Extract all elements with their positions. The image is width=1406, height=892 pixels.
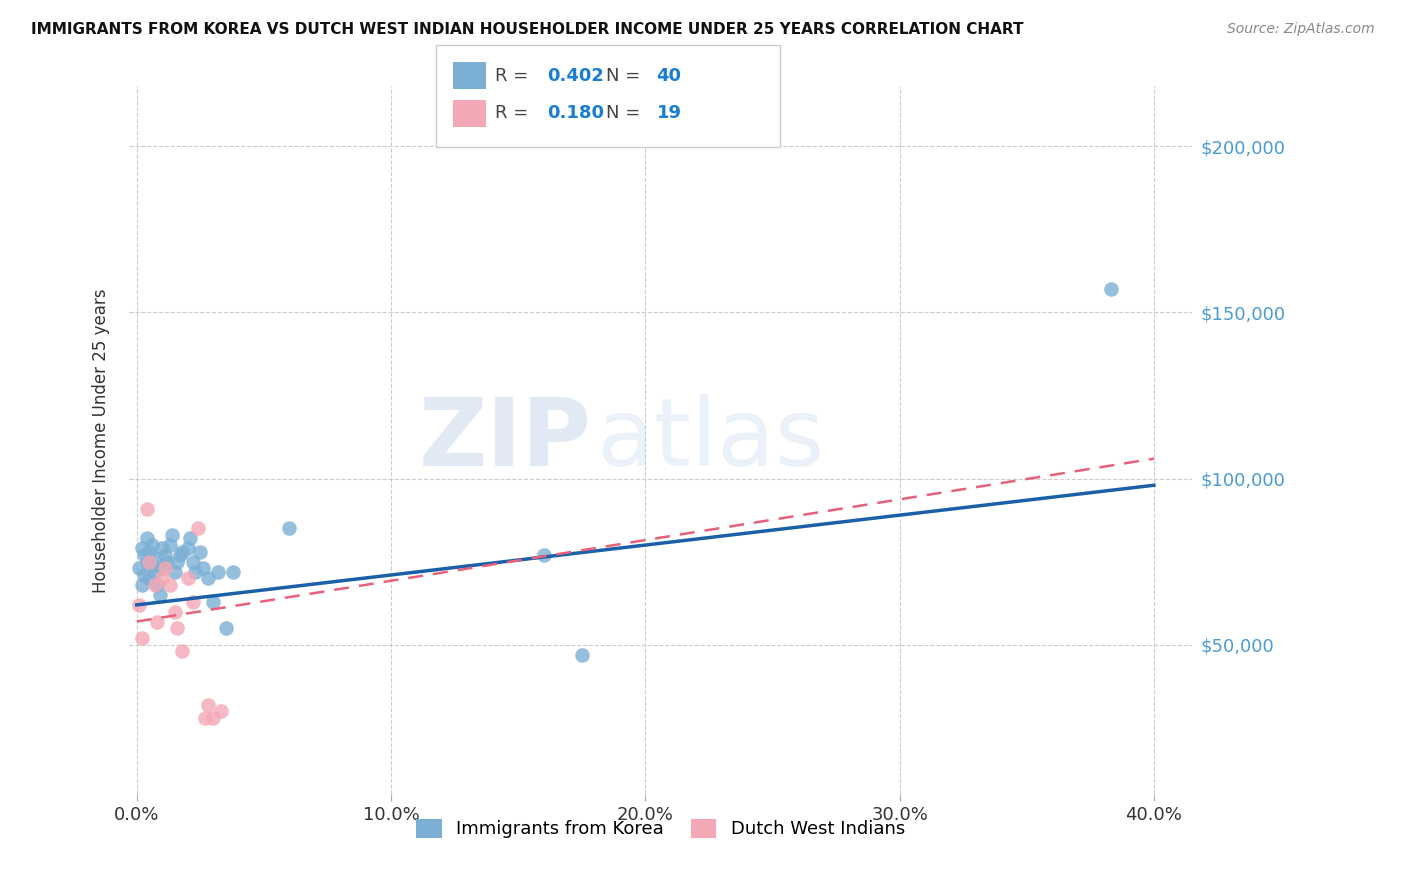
Legend: Immigrants from Korea, Dutch West Indians: Immigrants from Korea, Dutch West Indian… xyxy=(416,819,905,838)
Point xyxy=(143,565,166,579)
Point xyxy=(131,541,153,556)
Text: atlas: atlas xyxy=(596,394,825,486)
Point xyxy=(149,588,172,602)
Point xyxy=(150,571,173,585)
Point xyxy=(222,565,245,579)
Point xyxy=(159,538,181,552)
Point xyxy=(179,532,201,546)
Point xyxy=(128,598,150,612)
Point xyxy=(201,711,224,725)
Point xyxy=(209,704,232,718)
Point xyxy=(131,631,153,645)
Text: 0.402: 0.402 xyxy=(547,67,603,85)
Point xyxy=(163,605,186,619)
Point xyxy=(146,578,169,592)
Point xyxy=(181,555,204,569)
Text: Source: ZipAtlas.com: Source: ZipAtlas.com xyxy=(1227,22,1375,37)
Point xyxy=(138,571,160,585)
Text: 19: 19 xyxy=(657,104,682,122)
Point xyxy=(201,594,224,608)
Point xyxy=(153,561,176,575)
Point xyxy=(135,555,157,569)
Point xyxy=(571,648,593,662)
Point xyxy=(1099,282,1122,296)
Point xyxy=(187,521,209,535)
Point xyxy=(278,521,301,535)
Point xyxy=(184,565,207,579)
Point xyxy=(207,565,229,579)
Text: 40: 40 xyxy=(657,67,682,85)
Text: 0.180: 0.180 xyxy=(547,104,605,122)
Point xyxy=(141,538,163,552)
Point xyxy=(215,621,238,635)
Point xyxy=(181,594,204,608)
Point xyxy=(172,644,194,658)
Point xyxy=(146,615,169,629)
Point xyxy=(131,578,153,592)
Text: N =: N = xyxy=(606,104,645,122)
Point xyxy=(163,565,186,579)
Point xyxy=(138,555,160,569)
Point xyxy=(141,558,163,572)
Point xyxy=(156,555,179,569)
Text: R =: R = xyxy=(495,104,534,122)
Point xyxy=(134,548,156,562)
Point xyxy=(533,548,555,562)
Point xyxy=(159,578,181,592)
Point xyxy=(153,548,176,562)
Point xyxy=(138,545,160,559)
Point xyxy=(166,555,188,569)
Point xyxy=(135,501,157,516)
Point xyxy=(194,711,217,725)
Point xyxy=(197,698,219,712)
Text: R =: R = xyxy=(495,67,534,85)
Point xyxy=(172,545,194,559)
Point xyxy=(134,568,156,582)
Text: N =: N = xyxy=(606,67,645,85)
Point xyxy=(191,561,214,575)
Point xyxy=(143,551,166,566)
Point xyxy=(150,541,173,556)
Point xyxy=(188,545,211,559)
Point xyxy=(162,528,184,542)
Point xyxy=(169,548,191,562)
Y-axis label: Householder Income Under 25 years: Householder Income Under 25 years xyxy=(93,288,110,592)
Text: IMMIGRANTS FROM KOREA VS DUTCH WEST INDIAN HOUSEHOLDER INCOME UNDER 25 YEARS COR: IMMIGRANTS FROM KOREA VS DUTCH WEST INDI… xyxy=(31,22,1024,37)
Text: ZIP: ZIP xyxy=(419,394,592,486)
Point xyxy=(150,561,173,575)
Point xyxy=(197,571,219,585)
Point xyxy=(166,621,188,635)
Point xyxy=(128,561,150,575)
Point xyxy=(176,571,198,585)
Point xyxy=(176,541,198,556)
Point xyxy=(143,578,166,592)
Point xyxy=(135,532,157,546)
